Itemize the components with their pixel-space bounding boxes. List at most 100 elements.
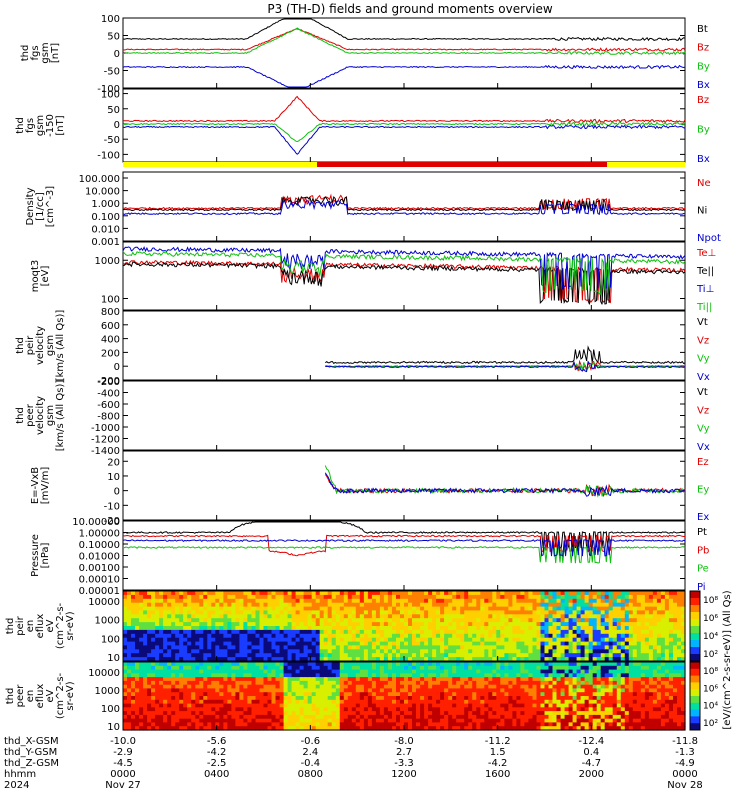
spectrogram-cell [199, 614, 204, 619]
spectrogram-cell [319, 610, 325, 615]
spectrogram-cell [179, 653, 184, 658]
spectrogram-cell [259, 692, 265, 697]
spectrogram-cell [600, 629, 606, 635]
spectrogram-cell [223, 714, 228, 720]
spectrogram-cell [163, 718, 168, 724]
spectrogram-cell [291, 703, 297, 708]
spectrogram-cell [444, 622, 449, 627]
spectrogram-cell [371, 614, 377, 619]
spectrogram-cell [532, 696, 538, 701]
spectrogram-cell [681, 641, 686, 647]
spectrogram-cell [207, 641, 212, 647]
spectrogram-cell [283, 610, 289, 615]
legend-Pb: Pb [697, 545, 709, 556]
spectrogram-cell [339, 718, 345, 724]
spectrogram-cell [327, 626, 333, 631]
spectrogram-cell [163, 594, 168, 600]
spectrogram-cell [251, 653, 257, 658]
spectrogram-cell [171, 657, 176, 662]
spectrogram-cell [636, 602, 642, 608]
spectrogram-cell [239, 714, 244, 720]
spectrogram-cell [524, 711, 529, 716]
spectrogram-cell [355, 699, 361, 705]
spectrogram-cell [428, 633, 433, 639]
spectrogram-cell [416, 614, 421, 619]
spectrogram-cell [492, 610, 497, 615]
spectrogram-cell [512, 606, 517, 612]
spectrogram-cell [568, 699, 574, 705]
spectrogram-cell [596, 633, 602, 639]
spectrogram-cell [291, 718, 297, 724]
spectrogram-cell [319, 598, 325, 604]
spectrogram-cell [363, 680, 369, 686]
spectrogram-cell [448, 703, 453, 708]
spectrogram-cell [187, 669, 192, 674]
spectrogram-cell [612, 629, 618, 635]
spectrogram-cell [247, 696, 252, 701]
spectrogram-cell [215, 718, 220, 724]
spectrogram-cell [456, 598, 461, 604]
spectrogram-cell [331, 657, 337, 662]
spectrogram-cell [375, 677, 381, 682]
spectrogram-cell [283, 657, 289, 662]
spectrogram-cell [520, 669, 525, 674]
spectrogram-cell [588, 696, 594, 701]
spectrogram-cell [187, 594, 192, 600]
spectrogram-cell [560, 657, 566, 662]
spectrogram-cell [396, 699, 401, 705]
spectrogram-cell [295, 602, 301, 608]
spectrogram-cell [532, 699, 538, 705]
spectrogram-cell [456, 610, 461, 615]
spectrogram-cell [147, 657, 152, 662]
spectrogram-cell [532, 610, 538, 615]
spectrogram-cell [620, 657, 626, 662]
spectrogram-cell [371, 637, 377, 643]
spectrogram-cell [552, 653, 558, 658]
spectrogram-cell [123, 626, 128, 631]
spectrogram-cell [496, 688, 501, 693]
spectrogram-cell [367, 598, 373, 604]
spectrogram-cell [171, 633, 176, 639]
spectrogram-cell [668, 618, 674, 623]
spectrogram-cell [251, 673, 257, 678]
spectrogram-cell [516, 610, 521, 615]
spectrogram-cell [175, 606, 180, 612]
spectrogram-cell [564, 665, 570, 671]
spectrogram-cell [155, 598, 160, 604]
spectrogram-cell [299, 653, 305, 658]
spectrogram-cell [315, 726, 321, 731]
spectrogram-cell [207, 684, 212, 690]
spectrogram-cell [295, 633, 301, 639]
spectrogram-cell [215, 629, 220, 635]
spectrogram-cell [383, 610, 389, 615]
spectrogram-cell [311, 669, 317, 674]
spectrogram-cell [271, 718, 277, 724]
spectrogram-cell [339, 645, 345, 650]
spectrogram-cell [664, 645, 670, 650]
spectrogram-cell [673, 614, 678, 619]
spectrogram-cell [171, 614, 176, 619]
spectrogram-cell [143, 598, 148, 604]
spectrogram-cell [155, 696, 160, 701]
spectrogram-cell [175, 618, 180, 623]
spectrogram-cell [508, 692, 513, 697]
spectrogram-cell [347, 688, 353, 693]
spectrogram-cell [452, 598, 457, 604]
spectrogram-cell [400, 665, 405, 671]
spectrogram-cell [151, 726, 156, 731]
spectrogram-cell [239, 692, 244, 697]
spectrogram-cell [331, 696, 337, 701]
y-axis-label: Pressure [nPa] [30, 534, 51, 577]
spectrogram-cell [187, 657, 192, 662]
spectrogram-cell [295, 688, 301, 693]
spectrogram-cell [251, 665, 257, 671]
spectrogram-cell [452, 707, 457, 712]
spectrogram-cell [347, 722, 353, 727]
spectrogram-cell [187, 684, 192, 690]
spectrogram-cell [311, 657, 317, 662]
spectrogram-cell [400, 629, 405, 635]
spectrogram-cell [139, 707, 144, 712]
spectrogram-cell [351, 722, 357, 727]
spectrogram-cell [147, 602, 152, 608]
spectrogram-cell [624, 637, 630, 643]
